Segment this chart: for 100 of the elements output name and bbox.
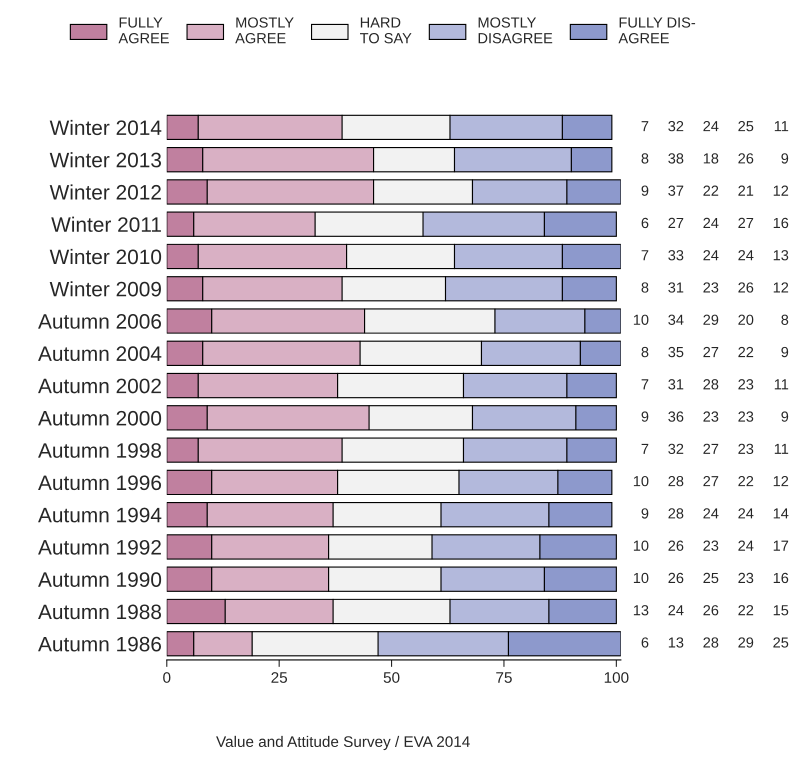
data-label: 16 [774,572,788,584]
y-tick-label: Autumn 2004 [38,346,162,362]
x-tick-label: 0 [163,672,170,683]
data-label: 24 [738,540,754,551]
data-label: 26 [668,572,684,584]
data-label: 7 [642,250,648,260]
data-label: 23 [738,572,754,584]
data-label: 17 [774,540,788,551]
data-label: 9 [642,186,648,196]
data-label: 13 [668,637,684,648]
data-label: 8 [642,153,648,164]
y-tick-label: Autumn 1994 [38,508,162,522]
data-label: 23 [703,540,718,551]
data-label: 9 [781,411,788,422]
data-label: 23 [703,282,718,293]
data-label: 24 [703,508,718,518]
data-label: 28 [668,476,684,486]
data-label: 12 [774,282,788,293]
data-label: 32 [668,120,684,132]
data-label: 22 [703,186,718,196]
data-label: 7 [642,379,648,390]
data-label: 26 [703,605,718,616]
y-tick-label: Winter 2010 [50,248,162,264]
data-label: 9 [642,411,648,422]
data-label: 12 [774,186,788,196]
data-label: 13 [634,605,648,616]
data-label: 35 [668,346,684,358]
legend-label: FULLY AGREE [118,17,169,44]
legend-label: FULLY DIS- AGREE [618,17,696,44]
data-label: 33 [668,250,684,260]
y-tick-label: Autumn 1990 [38,572,162,587]
data-label: 8 [642,346,648,358]
data-label: 11 [774,444,788,454]
data-label: 21 [738,186,754,196]
data-label: 16 [774,218,788,228]
data-label: 26 [668,540,684,551]
y-tick-label: Autumn 2000 [38,410,162,426]
data-label: 27 [703,346,718,358]
data-label: 23 [738,379,754,390]
data-label: 8 [781,314,788,325]
data-label: 26 [738,153,754,164]
data-label: 9 [642,508,648,519]
data-label: 18 [704,153,718,164]
data-label: 24 [738,508,754,518]
y-tick-label: Autumn 1998 [38,443,162,458]
data-label: 7 [642,444,648,454]
x-tick-label: 75 [496,672,512,683]
data-label: 9 [781,346,788,358]
data-label: 10 [634,572,648,584]
data-label: 23 [738,411,754,422]
y-tick-label: Autumn 2002 [38,378,161,394]
data-label: 9 [781,153,788,164]
data-label: 24 [668,605,684,616]
text: Value and Attitude Survey / EVA 2014 [216,736,470,750]
y-tick-label: Winter 2009 [50,281,161,297]
y-tick-label: Autumn 1986 [38,636,162,652]
y-tick-label: Winter 2013 [50,152,162,168]
data-label: 23 [738,444,754,454]
data-label: 11 [774,379,788,390]
data-label: 37 [668,186,684,196]
data-label: 27 [703,476,718,486]
data-label: 25 [773,637,788,648]
x-tick-label: 25 [271,672,288,683]
legend-label: MOSTLY AGREE [235,17,294,44]
data-label: 28 [703,379,718,390]
data-label: 28 [668,508,684,519]
data-label: 36 [668,411,684,422]
data-label: 22 [738,476,754,486]
data-label: 7 [642,121,648,132]
data-label: 29 [738,637,754,648]
data-label: 24 [738,250,754,260]
data-label: 6 [642,637,648,648]
legend-label: HARD TO SAY [360,17,412,44]
y-tick-label: Winter 2012 [50,184,161,200]
x-tick-label: 100 [604,672,628,683]
y-tick-label: Autumn 2006 [38,314,162,329]
data-label: 27 [668,218,684,228]
data-label: 24 [703,250,718,260]
data-label: 23 [703,411,718,422]
data-label: 34 [668,314,684,325]
data-label: 29 [703,314,718,325]
y-tick-label: Autumn 1996 [38,475,162,490]
data-label: 24 [703,120,718,132]
y-tick-label: Autumn 1988 [38,604,162,620]
data-label: 6 [642,218,648,228]
legend-label: MOSTLY DISAGREE [478,17,552,44]
data-label: 12 [774,476,788,486]
data-label: 31 [668,379,684,390]
data-label: 10 [634,314,648,325]
data-label: 31 [668,282,684,293]
data-label: 10 [634,476,648,486]
data-label: 14 [774,508,788,518]
data-label: 11 [774,121,788,132]
data-label: 10 [634,540,648,551]
y-tick-label: Winter 2011 [51,216,161,232]
data-label: 27 [703,444,718,454]
data-label: 24 [703,218,718,228]
y-tick-label: Winter 2014 [50,120,162,136]
data-label: 32 [668,444,684,454]
data-label: 25 [703,572,718,584]
